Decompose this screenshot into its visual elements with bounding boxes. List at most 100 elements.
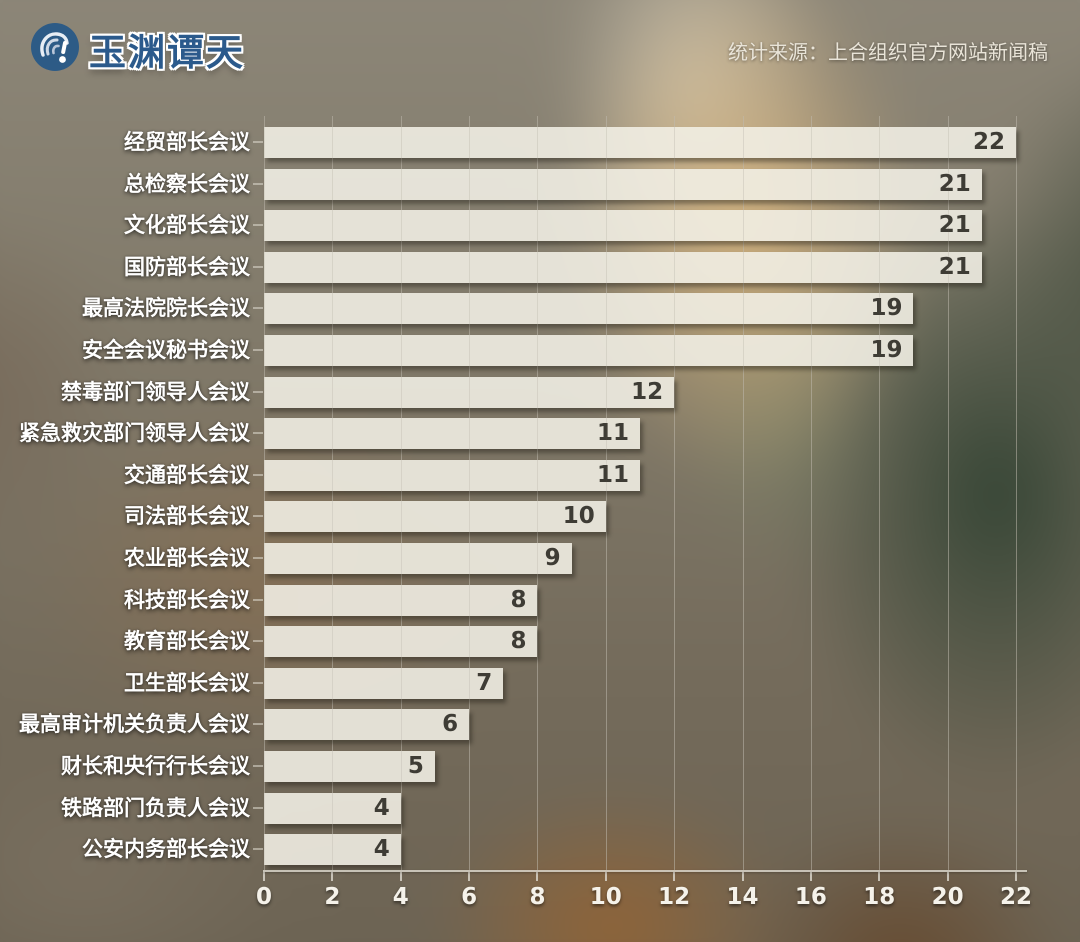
category-tick — [253, 307, 263, 310]
category-tick — [253, 598, 263, 601]
category-tick — [253, 557, 263, 559]
x-tick-label: 10 — [589, 884, 622, 910]
bar-value-label: 21 — [938, 170, 971, 197]
bar-row: 最高法院院长会议 19 — [82, 293, 1016, 325]
bar: 19 — [264, 293, 914, 325]
bar: 4 — [264, 834, 401, 866]
bar: 8 — [264, 584, 538, 616]
x-axis-tick — [536, 872, 539, 881]
gridline — [332, 116, 334, 870]
category-tick — [253, 806, 263, 809]
gridline — [400, 116, 402, 870]
bar-row: 禁毒部门领导人会议 12 — [61, 376, 1016, 408]
bar: 9 — [264, 543, 572, 574]
category-tick — [253, 349, 263, 351]
logo-text: 玉渊谭天 — [89, 31, 245, 74]
x-axis-tick — [673, 872, 676, 881]
bar-value-label: 8 — [510, 628, 527, 655]
bar-value-label: 5 — [407, 753, 424, 779]
bar: 12 — [264, 376, 675, 408]
category-label: 文化部长会议 — [124, 213, 250, 238]
bar: 11 — [264, 459, 640, 491]
gridline — [810, 116, 812, 870]
bar-value-label: 9 — [544, 545, 561, 571]
category-label: 安全会议秘书会议 — [82, 338, 250, 362]
bar-value-label: 19 — [870, 337, 903, 363]
bar-value-label: 19 — [870, 295, 903, 322]
bar-row: 科技部长会议 8 — [124, 584, 1016, 616]
bar-value-label: 22 — [972, 129, 1005, 155]
category-label: 国防部长会议 — [124, 254, 250, 279]
x-tick-label: 6 — [461, 884, 478, 910]
bar-value-label: 21 — [938, 212, 971, 239]
category-tick — [253, 182, 263, 185]
category-label: 公安内务部长会议 — [82, 837, 250, 862]
category-label: 经贸部长会议 — [124, 130, 250, 154]
x-tick-label: 18 — [863, 884, 896, 910]
x-axis-tick — [741, 872, 744, 881]
bar-value-label: 11 — [596, 461, 629, 488]
bar-value-label: 12 — [631, 378, 664, 405]
x-axis-tick — [263, 872, 265, 881]
x-axis-tick — [809, 872, 812, 881]
category-label: 农业部长会议 — [124, 546, 250, 570]
logo-swirl-icon — [30, 22, 80, 76]
bar: 21 — [264, 168, 982, 200]
gridline — [469, 116, 471, 870]
category-label: 司法部长会议 — [124, 504, 250, 529]
gridline — [742, 116, 744, 870]
plot-area: 0 2 4 6 8 10 12 14 16 18 20 22 经贸部长会议 22 总检察长会议 21 文化部长会… — [19, 116, 1032, 910]
gridline — [605, 116, 607, 870]
category-label: 禁毒部门领导人会议 — [61, 379, 250, 404]
category-tick — [253, 473, 263, 476]
gridline — [264, 116, 265, 870]
bar-value-label: 10 — [562, 503, 595, 530]
bar: 19 — [264, 335, 914, 366]
category-label: 铁路部门负责人会议 — [61, 795, 250, 820]
bar-row: 铁路部门负责人会议 4 — [61, 792, 1016, 824]
x-axis-tick — [878, 872, 881, 881]
category-tick — [253, 141, 263, 143]
x-axis-tick — [468, 872, 471, 881]
bar-value-label: 6 — [442, 711, 459, 738]
category-tick — [253, 515, 263, 518]
bar-row: 国防部长会议 21 — [124, 251, 1016, 283]
bar-row: 教育部长会议 8 — [124, 626, 1016, 658]
bar: 7 — [264, 667, 504, 699]
bar-row: 财长和央行行长会议 5 — [61, 751, 1016, 782]
x-tick-label: 14 — [726, 884, 759, 910]
bar-row: 总检察长会议 21 — [124, 168, 1016, 200]
bar-value-label: 8 — [510, 586, 527, 613]
source-note: 统计来源：上合组织官方网站新闻稿 — [728, 40, 1048, 64]
bar-row: 文化部长会议 21 — [124, 210, 1016, 242]
x-tick-label: 20 — [931, 884, 964, 910]
category-tick — [253, 681, 263, 684]
category-label: 科技部长会议 — [124, 587, 250, 612]
category-label: 紧急救灾部门领导人会议 — [19, 421, 250, 446]
x-axis-tick — [399, 872, 402, 881]
category-tick — [253, 432, 263, 435]
bar-value-label: 4 — [373, 794, 390, 821]
category-tick — [253, 765, 263, 767]
bar-value-label: 11 — [596, 420, 629, 447]
gridline — [537, 116, 539, 870]
category-label: 卫生部长会议 — [124, 670, 250, 695]
bar-value-label: 21 — [938, 253, 971, 280]
x-axis-tick — [946, 872, 949, 881]
category-label: 教育部长会议 — [124, 629, 250, 654]
x-tick-label: 2 — [324, 884, 341, 910]
x-tick-label: 4 — [392, 884, 409, 910]
bar-row: 公安内务部长会议 4 — [82, 834, 1016, 866]
gridline — [947, 116, 949, 870]
bar-value-label: 4 — [373, 836, 390, 863]
category-tick — [253, 723, 263, 726]
bar-row: 交通部长会议 11 — [124, 459, 1016, 491]
bar-row: 紧急救灾部门领导人会议 11 — [19, 418, 1016, 450]
bar-row: 司法部长会议 10 — [124, 501, 1016, 533]
x-axis-tick — [331, 872, 334, 881]
bar: 11 — [264, 418, 640, 450]
category-tick — [253, 848, 263, 851]
bar-value-label: 7 — [476, 669, 493, 696]
category-label: 最高法院院长会议 — [82, 296, 250, 321]
